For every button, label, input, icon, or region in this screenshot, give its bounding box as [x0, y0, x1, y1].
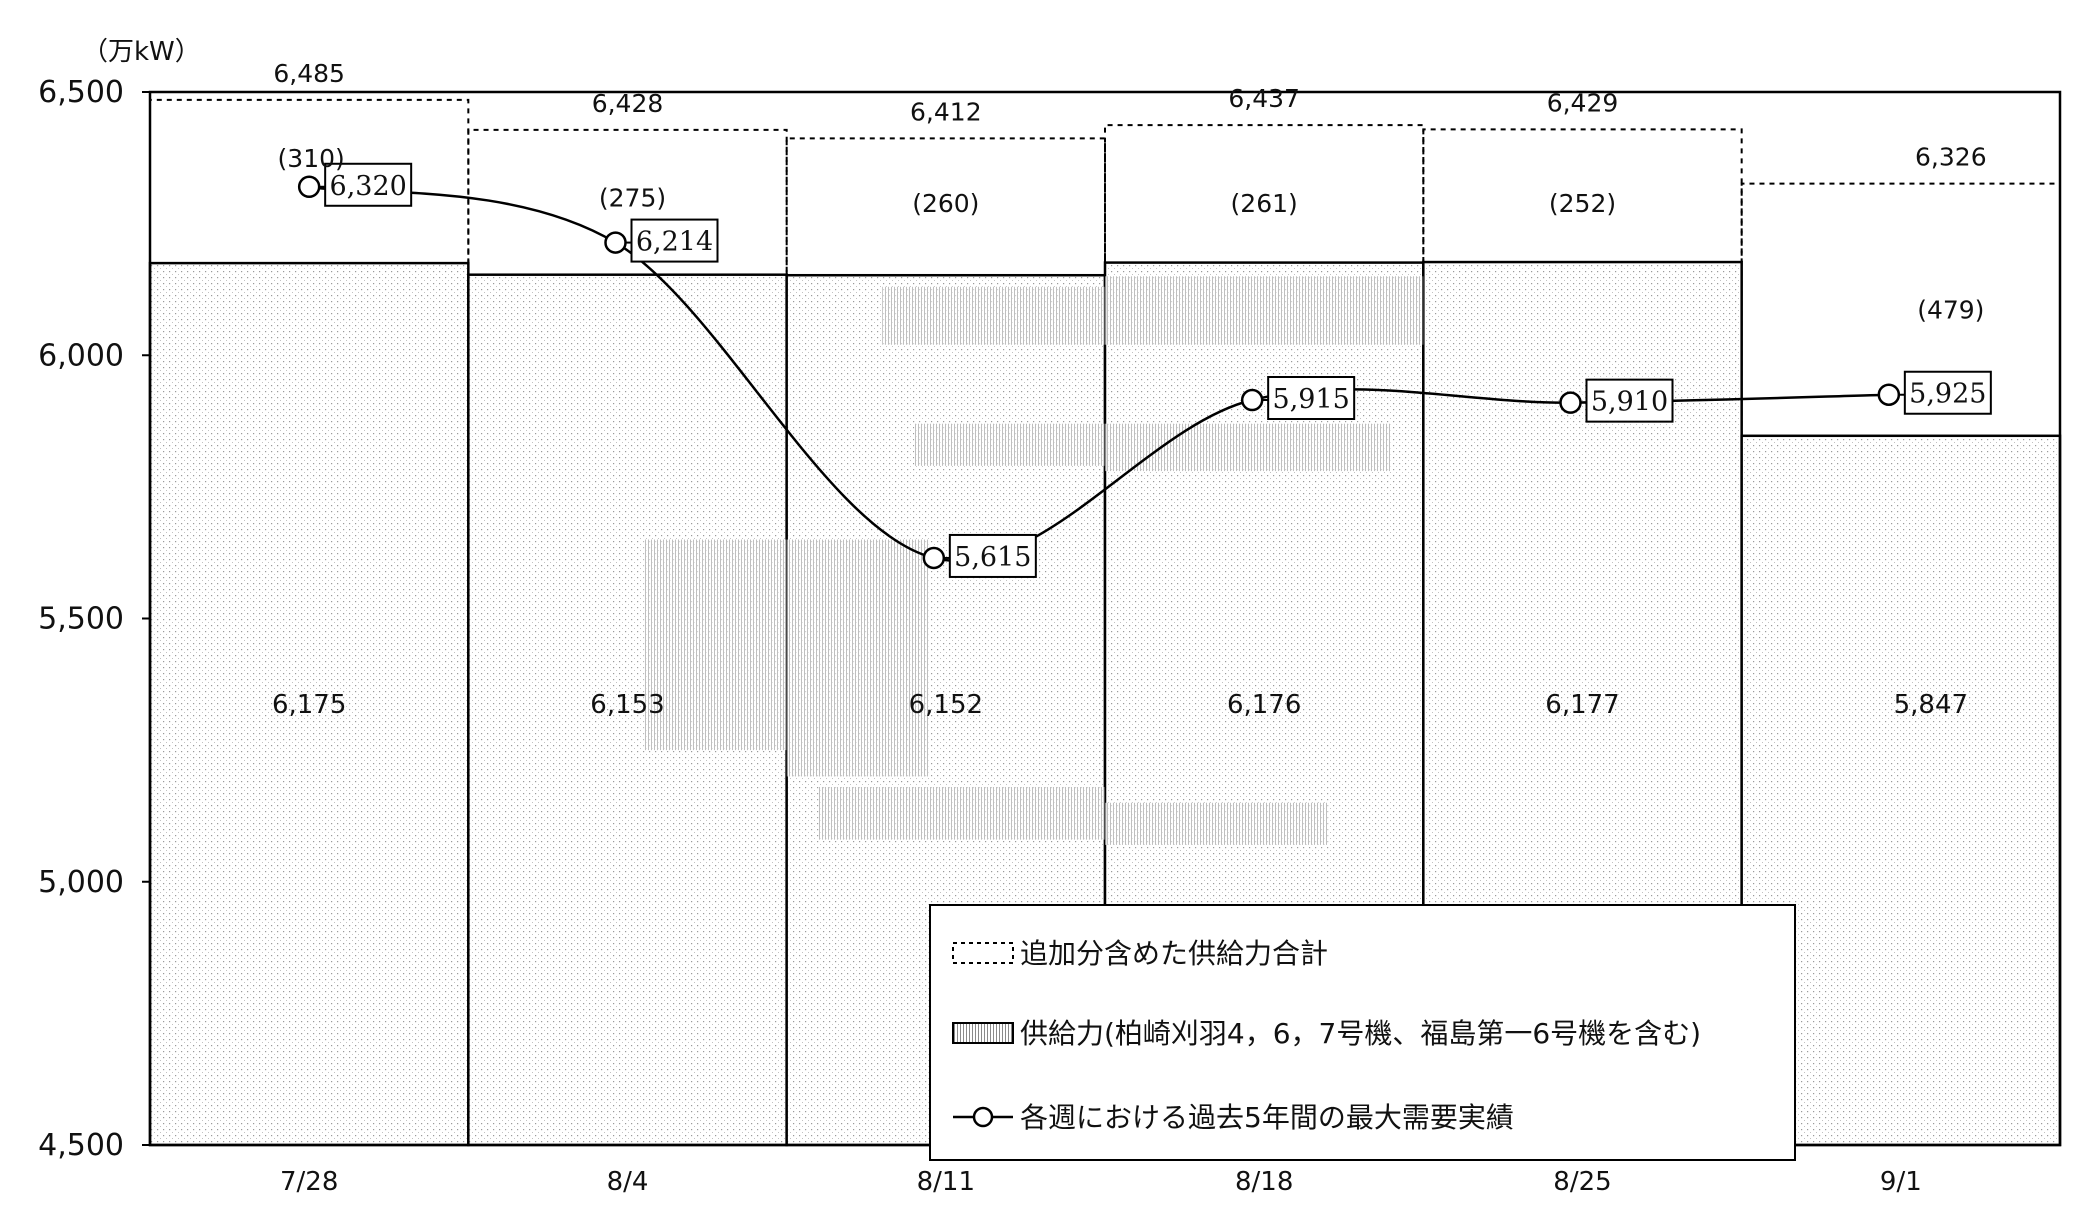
- y-tick-label: 5,500: [38, 602, 124, 637]
- total-bar-outline-8-25: [1422, 128, 1743, 263]
- total-bar-outline-8-18: [1104, 124, 1425, 263]
- addition-value-label: (275): [599, 183, 666, 212]
- supply-value-label: 6,152: [909, 690, 983, 720]
- demand-label: 5,915: [1273, 384, 1350, 415]
- legend-label-demand: 各週における過去5年間の最大需要実績: [1020, 1101, 1514, 1134]
- supply-value-label: 6,176: [1227, 690, 1301, 720]
- demand-label: 5,925: [1909, 379, 1986, 410]
- demand-label: 6,320: [330, 171, 407, 202]
- demand-point-7-28: [297, 175, 321, 199]
- legend-label-total: 追加分含めた供給力合計: [1020, 937, 1328, 970]
- addition-value-label: (479): [1917, 295, 1984, 324]
- scan-texture-band-4: [818, 786, 1105, 840]
- x-tick-label: 9/1: [1880, 1167, 1922, 1197]
- y-unit-label: （万kW）: [82, 37, 201, 67]
- x-tick-label: 8/18: [1235, 1167, 1293, 1197]
- demand-label: 6,214: [636, 227, 713, 258]
- total-value-label: 6,428: [592, 89, 664, 118]
- demand-label-box: [324, 162, 413, 207]
- total-bar-outline-8-4: [467, 128, 788, 275]
- supply-value-label: 6,153: [590, 690, 664, 720]
- scan-texture-band-2: [914, 423, 1105, 466]
- demand-point-8-4: [604, 231, 627, 254]
- supply-value-label: 6,175: [272, 690, 346, 720]
- supply-value-label: 5,847: [1894, 690, 1968, 720]
- scan-texture-band-6: [882, 286, 1105, 345]
- y-tick-label: 6,500: [38, 75, 124, 110]
- y-tick-label: 6,000: [38, 338, 124, 373]
- demand-point-8-11: [922, 546, 946, 570]
- demand-label-box: [1267, 376, 1356, 421]
- y-tick-label: 5,000: [38, 865, 124, 900]
- scan-texture-band-0: [643, 539, 787, 751]
- total-value-label: 6,429: [1547, 88, 1619, 117]
- addition-value-label: (310): [278, 144, 345, 173]
- total-value-label: 6,326: [1915, 143, 1987, 172]
- addition-value-label: (252): [1549, 189, 1616, 218]
- demand-point-9-1: [1877, 383, 1901, 406]
- total-value-label: 6,412: [910, 97, 982, 126]
- legend-swatch-demand-marker: [972, 1106, 994, 1128]
- demand-label-box: [1903, 370, 1992, 415]
- y-tick-label: 4,500: [38, 1128, 124, 1163]
- supply-value-label: 6,177: [1545, 690, 1619, 720]
- total-bar-outline-9-1: [1740, 182, 2061, 436]
- supply-bar-7-28: [148, 261, 470, 1147]
- demand-point-8-18: [1240, 388, 1264, 412]
- scan-texture-band-1: [786, 539, 930, 777]
- addition-value-label: (260): [912, 189, 979, 218]
- scan-texture-band-5: [1105, 802, 1328, 845]
- x-tick-label: 7/28: [280, 1167, 338, 1197]
- demand-label-box: [948, 533, 1037, 578]
- demand-label: 5,910: [1591, 387, 1668, 418]
- x-tick-label: 8/25: [1553, 1167, 1611, 1197]
- demand-label-box: [630, 218, 719, 263]
- total-value-label: 6,437: [1228, 84, 1300, 113]
- scan-texture-band-7: [1105, 276, 1424, 345]
- demand-point-8-25: [1559, 391, 1582, 414]
- legend-swatch-supply: [952, 1022, 1014, 1044]
- demand-label: 5,615: [954, 542, 1031, 573]
- addition-value-label: (261): [1231, 189, 1298, 218]
- x-tick-label: 8/4: [607, 1167, 649, 1197]
- scan-texture-band-3: [1105, 423, 1392, 472]
- total-bar-outline-8-11: [785, 137, 1106, 276]
- legend-box: [929, 904, 1796, 1161]
- x-tick-label: 8/11: [917, 1167, 975, 1197]
- total-value-label: 6,485: [273, 59, 345, 88]
- demand-label-box: [1585, 378, 1674, 423]
- legend-label-supply: 供給力(柏崎刈羽4，6，7号機、福島第一6号機を含む): [1020, 1017, 1701, 1050]
